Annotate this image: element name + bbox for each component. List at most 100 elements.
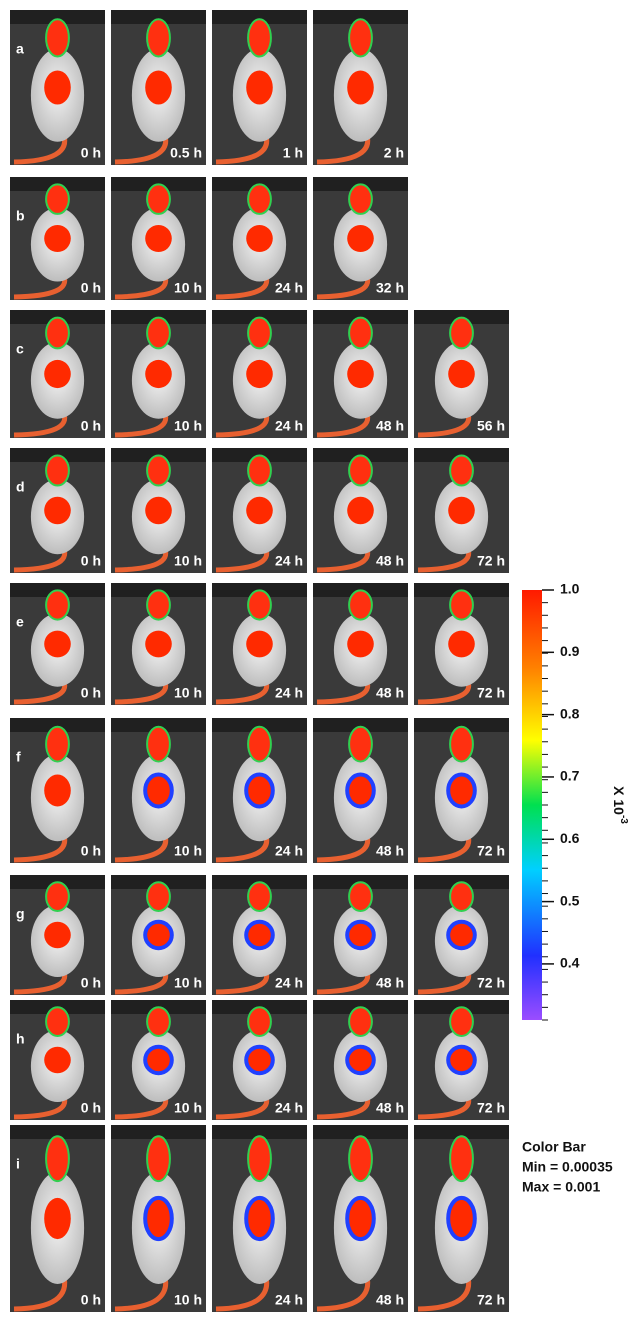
time-label: 10 h <box>174 1100 202 1116</box>
time-label: 24 h <box>275 1100 303 1116</box>
row-label: b <box>16 208 25 224</box>
time-label: 24 h <box>275 418 303 434</box>
time-label: 10 h <box>174 685 202 701</box>
tick-label: 1.0 <box>560 581 580 597</box>
signal-blob <box>145 1198 172 1239</box>
row-label: g <box>16 906 25 922</box>
time-label: 10 h <box>174 553 202 569</box>
time-label: 0 h <box>81 685 101 701</box>
time-label: 24 h <box>275 685 303 701</box>
time-label: 0 h <box>81 843 101 859</box>
time-label: 0 h <box>81 553 101 569</box>
time-label: 24 h <box>275 843 303 859</box>
mouse-head <box>450 590 473 619</box>
time-label: 48 h <box>376 1292 404 1308</box>
time-label: 72 h <box>477 685 505 701</box>
signal-blob <box>347 775 374 807</box>
tick-label: 0.6 <box>560 830 580 846</box>
signal-blob <box>448 775 475 807</box>
time-label: 48 h <box>376 843 404 859</box>
row-label: c <box>16 341 24 357</box>
signal-blob <box>347 225 374 252</box>
signal-blob <box>145 360 172 388</box>
colorbar-title: Color Bar <box>522 1139 586 1155</box>
time-label: 10 h <box>174 843 202 859</box>
signal-blob <box>44 70 71 104</box>
mouse-head <box>147 1007 170 1036</box>
signal-blob <box>448 1047 475 1073</box>
time-label: 10 h <box>174 1292 202 1308</box>
signal-blob <box>448 922 475 948</box>
mouse-head <box>248 456 271 486</box>
time-label: 24 h <box>275 975 303 991</box>
tick-label: 0.5 <box>560 892 580 908</box>
time-label: 48 h <box>376 975 404 991</box>
time-label: 72 h <box>477 1292 505 1308</box>
colorbar-unit: X 10-3 <box>611 786 629 824</box>
time-label: 0 h <box>81 1292 101 1308</box>
tick-label: 0.9 <box>560 643 580 659</box>
signal-blob <box>246 497 273 525</box>
time-label: 2 h <box>384 145 404 161</box>
time-label: 32 h <box>376 280 404 296</box>
mouse-head <box>46 882 69 911</box>
mouse-head <box>147 19 170 56</box>
mouse-head <box>46 1007 69 1036</box>
mouse-head <box>46 318 69 349</box>
mouse-head <box>46 184 69 214</box>
mouse-head <box>147 727 170 762</box>
signal-blob <box>44 497 71 525</box>
signal-blob <box>246 631 273 658</box>
time-label: 24 h <box>275 1292 303 1308</box>
mouse-head <box>349 727 372 762</box>
signal-blob <box>448 1198 475 1239</box>
signal-blob <box>145 775 172 807</box>
mouse-head <box>248 19 271 56</box>
mouse-head <box>147 1136 170 1181</box>
row-label: d <box>16 479 25 495</box>
mouse-head <box>349 1007 372 1036</box>
signal-blob <box>145 631 172 658</box>
mouse-head <box>248 882 271 911</box>
signal-blob <box>347 70 374 104</box>
time-label: 48 h <box>376 1100 404 1116</box>
time-label: 10 h <box>174 418 202 434</box>
time-label: 72 h <box>477 553 505 569</box>
mouse-head <box>248 727 271 762</box>
signal-blob <box>246 1198 273 1239</box>
mouse-head <box>248 1136 271 1181</box>
signal-blob <box>246 360 273 388</box>
figure: Color Bar Min = 0.00035 Max = 0.001 X 10… <box>0 0 644 1314</box>
unit-base: X 10 <box>611 786 627 815</box>
mouse-head <box>450 318 473 349</box>
signal-blob <box>448 497 475 525</box>
mouse-head <box>248 590 271 619</box>
row-label: i <box>16 1156 20 1172</box>
signal-blob <box>246 775 273 807</box>
signal-blob <box>347 631 374 658</box>
signal-blob <box>145 922 172 948</box>
unit-exponent: -3 <box>618 815 629 824</box>
mouse-head <box>46 1136 69 1181</box>
signal-blob <box>448 631 475 658</box>
signal-blob <box>44 360 71 388</box>
signal-blob <box>347 1047 374 1073</box>
mouse-head <box>450 882 473 911</box>
time-label: 24 h <box>275 553 303 569</box>
signal-blob <box>44 775 71 807</box>
signal-blob <box>347 497 374 525</box>
mouse-head <box>450 456 473 486</box>
mouse-head <box>248 318 271 349</box>
time-label: 0 h <box>81 975 101 991</box>
mouse-head <box>450 727 473 762</box>
signal-blob <box>145 225 172 252</box>
time-label: 72 h <box>477 1100 505 1116</box>
mouse-head <box>349 1136 372 1181</box>
mouse-head <box>46 590 69 619</box>
mouse-head <box>248 1007 271 1036</box>
tick-label: 0.8 <box>560 705 580 721</box>
row-label: h <box>16 1031 25 1047</box>
mouse-head <box>349 456 372 486</box>
mouse-head <box>349 19 372 56</box>
time-label: 10 h <box>174 280 202 296</box>
